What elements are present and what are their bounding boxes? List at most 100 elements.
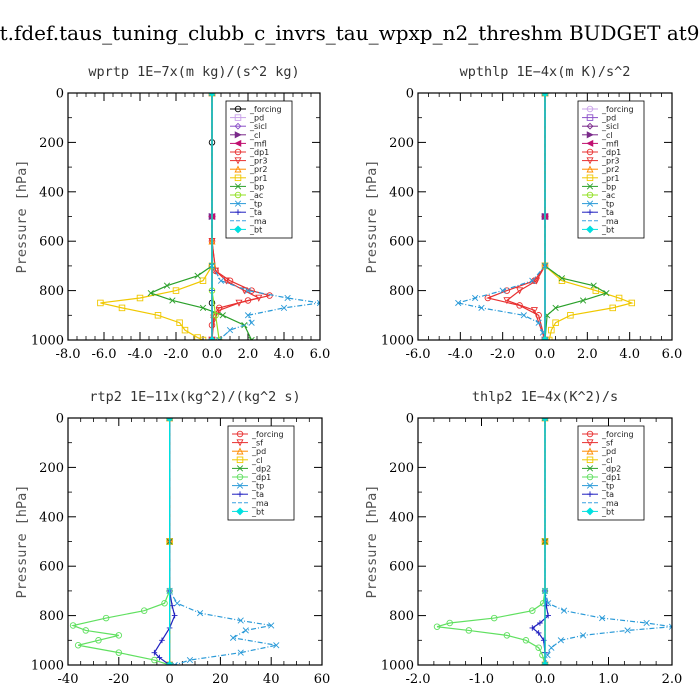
- x-tick-label: -6.0: [91, 347, 116, 362]
- data-point-pr1: [199, 277, 207, 284]
- plot-frame: [67, 417, 323, 666]
- legend-label: _ta: [249, 208, 262, 217]
- panel-thlp2: thlp2 1E−4x(K^2)/s Pressure [hPa] 0 200 400 6…: [364, 389, 682, 687]
- x-tick-label: 60: [314, 672, 331, 687]
- legend-label: _bp: [601, 182, 616, 191]
- x-tick-label: 2.0: [238, 347, 259, 362]
- data-point-dp1: [490, 614, 498, 622]
- y-tick-label: 1000: [31, 334, 64, 349]
- x-tick-label: 40: [263, 672, 280, 687]
- plot-frame: [417, 417, 673, 666]
- data-point-tp: [237, 617, 244, 624]
- legend-marker: [234, 139, 242, 147]
- data-point-bt: [541, 418, 549, 422]
- y-tick-label: 400: [39, 185, 64, 200]
- data-point-pr3: [530, 307, 538, 315]
- legend-label: _bp: [249, 182, 264, 191]
- legend-marker: [234, 165, 242, 173]
- x-tick-label: 4.0: [274, 347, 295, 362]
- data-point-dp1: [484, 294, 492, 302]
- y-axis-label: Pressure [hPa]: [14, 160, 30, 274]
- data-point-tp: [548, 644, 555, 651]
- data-point-tp: [242, 627, 249, 634]
- y-axis-label: Pressure [hPa]: [364, 160, 380, 274]
- data-point-tp: [171, 661, 178, 665]
- data-point-tp: [174, 600, 181, 607]
- legend-marker: [586, 191, 594, 199]
- legend-marker: [236, 482, 244, 489]
- data-point-pr1: [609, 304, 616, 312]
- panel-rtp2: rtp2 1E−11x(kg^2)/(kg^2 s) Pressure [hPa]…: [14, 389, 330, 687]
- data-point-pr3: [516, 287, 524, 295]
- data-point-pr1: [118, 304, 126, 312]
- series-line-ta: [531, 418, 549, 665]
- legend-label: _cl: [601, 131, 613, 140]
- legend-label: _tp: [251, 482, 264, 491]
- series-line-dp1: [485, 93, 546, 340]
- legend-label: _dp2: [251, 464, 271, 473]
- panel-title: thlp2 1E−4x(K^2)/s: [472, 389, 618, 405]
- data-point-ac: [215, 336, 223, 340]
- series-line-pr1: [100, 93, 213, 340]
- data-point-tp: [237, 649, 244, 656]
- data-point-pr1: [176, 319, 183, 326]
- series-group: [69, 418, 280, 665]
- x-tick-label: 0.0: [535, 672, 556, 687]
- y-tick-label: 0: [56, 412, 64, 427]
- data-point-dp1: [446, 619, 454, 627]
- y-tick-label: 0: [56, 87, 64, 102]
- legend: _forcing_pd_sicl_cl_mfl_dp1_pr3_pr2_pr1_…: [225, 100, 293, 239]
- legend-label: _pd: [601, 114, 616, 123]
- data-point-dp1: [102, 614, 110, 622]
- legend-label: _dp1: [251, 473, 271, 482]
- data-point-tp: [544, 652, 551, 659]
- data-point-pr3: [255, 294, 263, 302]
- y-tick-label: 800: [39, 284, 64, 299]
- legend-label: _sf: [251, 439, 263, 448]
- data-point-ac: [212, 312, 219, 319]
- legend-marker: [234, 148, 242, 156]
- legend-label: _sf: [601, 439, 613, 448]
- data-point-tp: [599, 614, 606, 622]
- legend-label: _pd: [249, 114, 264, 123]
- y-axis-label: Pressure [hPa]: [14, 485, 30, 599]
- y-tick-label: 200: [389, 136, 414, 151]
- legend-label: _cl: [601, 456, 613, 465]
- y-tick-label: 800: [389, 284, 414, 299]
- legend-label: _ma: [601, 499, 619, 508]
- data-point-tp: [273, 642, 280, 649]
- data-point-tp: [268, 622, 275, 629]
- data-point-pr1: [552, 319, 559, 326]
- legend-label: _mfl: [249, 139, 267, 148]
- data-point-ta: [151, 649, 158, 656]
- series-line-dp1: [71, 418, 171, 665]
- panel-wpthlp: wpthlp 1E−4x(m K)/s^2 Pressure [hPa] 0 200 4…: [364, 64, 682, 362]
- data-point-dp1: [535, 644, 542, 651]
- legend-label: _mfl: [601, 139, 619, 148]
- legend-label: _ma: [249, 217, 267, 226]
- data-point-pr3: [533, 277, 541, 285]
- data-point-dp1: [95, 637, 102, 644]
- data-point-dp1: [465, 627, 473, 634]
- legend-marker: [234, 174, 242, 182]
- legend-label: _pr3: [601, 157, 619, 166]
- legend: _forcing_pd_sicl_cl_mfl_dp1_pr3_pr2_pr1_…: [577, 100, 645, 239]
- data-point-pr1: [548, 326, 555, 334]
- data-point-ta: [156, 654, 163, 661]
- x-tick-label: 1.0: [598, 672, 619, 687]
- data-point-bp: [558, 275, 566, 282]
- x-tick-label: 6.0: [310, 347, 331, 362]
- data-point-pr3: [215, 307, 223, 315]
- legend-marker: [586, 148, 594, 156]
- x-tick-label: 2.0: [577, 347, 598, 362]
- data-point-bt: [165, 661, 174, 665]
- data-point-tp: [248, 319, 255, 326]
- y-tick-label: 800: [39, 609, 64, 624]
- legend-label: _bt: [601, 507, 614, 516]
- y-tick-label: 600: [389, 235, 414, 250]
- legend-label: _pr2: [249, 165, 267, 174]
- legend-marker: [586, 183, 594, 190]
- legend-label: _dp1: [601, 148, 621, 157]
- x-tick-label: -1.0: [469, 672, 494, 687]
